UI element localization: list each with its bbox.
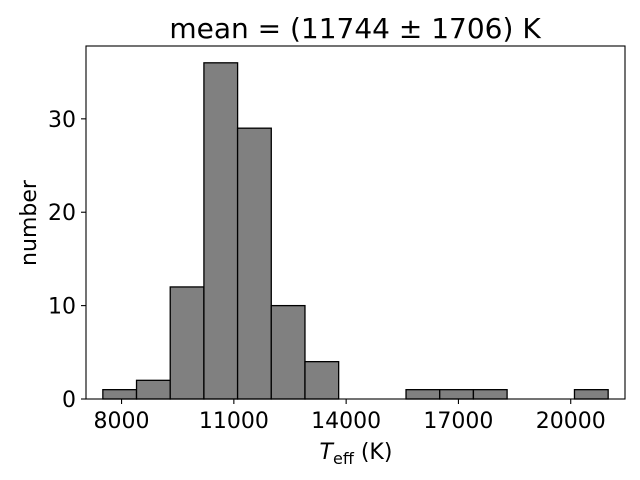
x-tick-label: 20000 [536,409,606,434]
x-axis-ticks: 8000 11000 14000 17000 20000 [94,399,606,434]
histogram-bar [236,127,272,400]
histogram-bar [405,389,441,400]
y-axis-ticks: 0 10 20 30 [48,108,86,413]
plot-frame [85,45,626,400]
histogram-bar [573,389,609,400]
chart-title: mean = (11744 ± 1706) K [169,12,541,45]
x-axis-label-main: T [320,440,335,465]
histogram-bar [439,389,475,400]
y-tick-label: 0 [62,388,76,413]
histogram-bar [203,62,239,400]
x-axis-label-unit: (K) [354,440,393,465]
histogram-bar [169,286,205,400]
x-tick-label: 14000 [311,409,381,434]
histogram-bar [270,304,306,400]
y-tick-label: 30 [48,108,76,133]
y-tick-label: 10 [48,295,76,320]
bars-group [102,62,609,400]
x-tick-label: 8000 [94,409,150,434]
histogram-bar [472,389,508,400]
histogram-bar [135,379,171,400]
y-axis-label: number [17,179,42,266]
x-tick-label: 11000 [199,409,269,434]
y-tick-label: 20 [48,201,76,226]
x-tick-label: 17000 [423,409,493,434]
histogram-bar [102,389,138,400]
x-axis-label: Teff (K) [320,440,393,468]
x-axis-label-sub: eff [333,449,355,468]
histogram-bar [304,360,340,400]
